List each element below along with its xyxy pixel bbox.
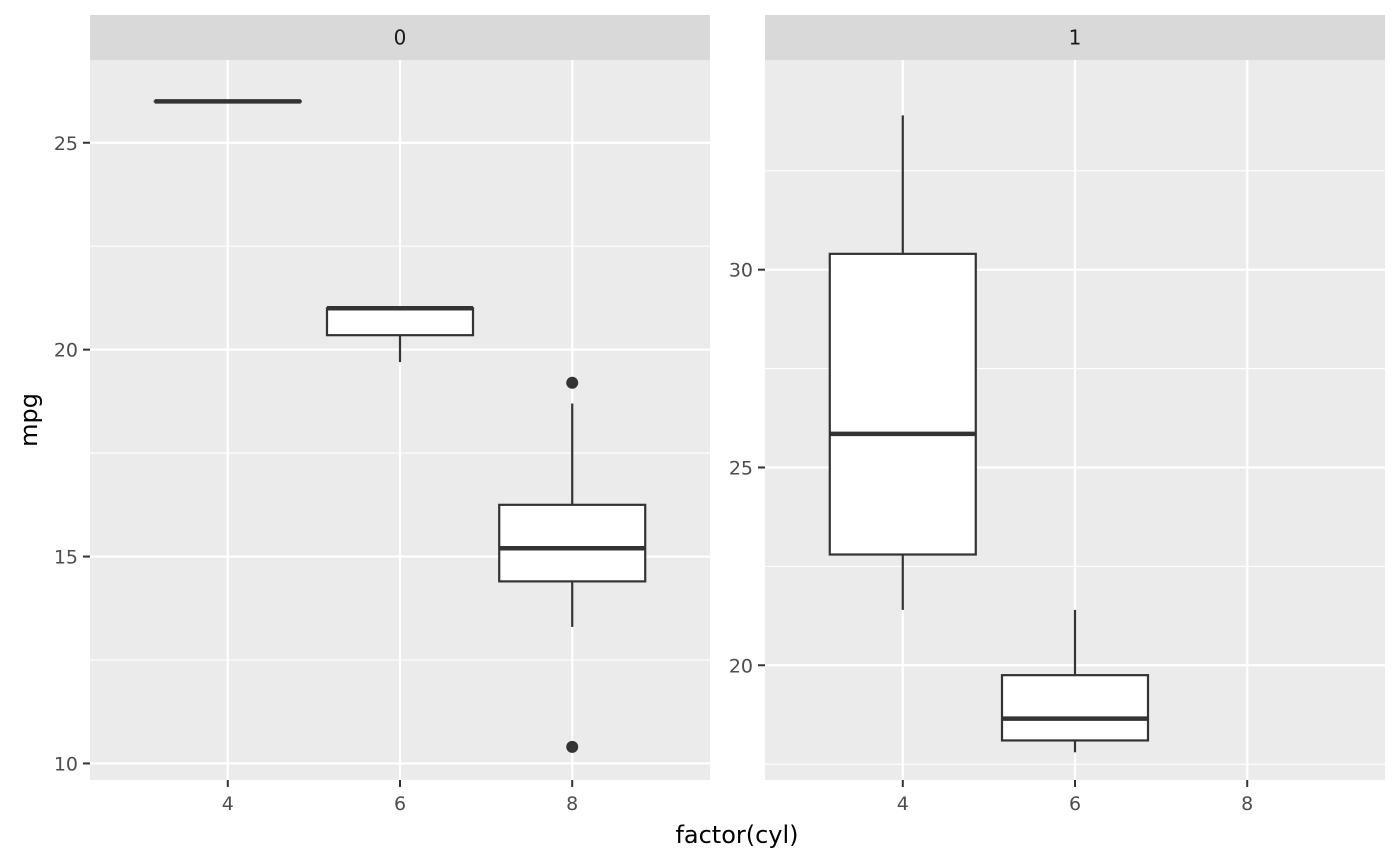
outlier-point	[566, 376, 579, 389]
box-body	[498, 503, 647, 583]
box-body	[325, 307, 475, 337]
box-6	[1000, 609, 1150, 753]
y-tick-label: 25	[729, 457, 753, 479]
strip-label: 1	[1069, 26, 1082, 50]
panel-1: 1 20 25 30 4 6 8	[729, 15, 1385, 815]
outlier-point	[566, 740, 579, 753]
box-body	[828, 252, 977, 556]
y-tick-label: 30	[729, 260, 753, 282]
y-tick-label: 15	[54, 547, 78, 569]
x-tick-label: 6	[1069, 793, 1081, 815]
x-tick-label: 8	[566, 793, 578, 815]
y-tick-label: 20	[54, 340, 78, 362]
x-tick-label: 8	[1241, 793, 1253, 815]
strip-label: 0	[394, 26, 407, 50]
x-tick-label: 4	[897, 793, 909, 815]
box-4	[828, 115, 977, 610]
box-body	[1000, 674, 1150, 742]
y-tick-label: 10	[54, 753, 78, 775]
y-tick-label: 25	[54, 133, 78, 155]
box-6	[325, 306, 475, 363]
y-tick-label: 20	[729, 655, 753, 677]
y-axis-title: mpg	[15, 393, 43, 447]
box-8	[498, 376, 647, 753]
x-tick-label: 4	[222, 793, 234, 815]
strip-background	[90, 15, 710, 60]
x-tick-label: 6	[394, 793, 406, 815]
strip-background	[765, 15, 1385, 60]
panel-0: 0 10 15 20 25 4 6 8	[54, 15, 710, 815]
x-axis-title: factor(cyl)	[675, 821, 798, 849]
